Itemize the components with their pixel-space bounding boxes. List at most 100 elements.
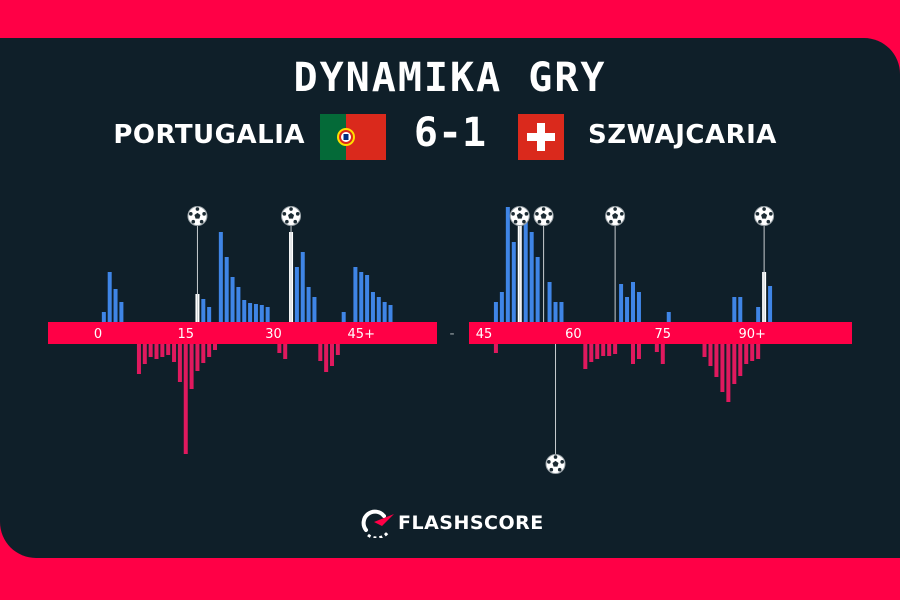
home-team-name: PORTUGALIA	[113, 120, 305, 150]
home-momentum-bar	[625, 297, 630, 322]
away-momentum-bar	[493, 344, 498, 353]
ball-outer-patch	[560, 460, 564, 464]
away-team-name: SZWAJCARIA	[588, 120, 777, 150]
away-momentum-bar	[654, 344, 659, 352]
away-momentum-bar	[183, 344, 188, 454]
axis-tick-label: 75	[655, 327, 672, 342]
home-momentum-bar	[353, 267, 358, 322]
ball-center-patch	[552, 460, 559, 467]
ball-outer-patch	[758, 219, 762, 224]
away-momentum-bar	[148, 344, 153, 357]
away-momentum-bar	[744, 344, 749, 364]
away-momentum-bar	[756, 344, 761, 359]
home-momentum-bar	[312, 297, 317, 322]
ball-icon	[281, 206, 302, 226]
ball-outer-patch	[188, 212, 193, 216]
home-momentum-bar	[529, 232, 534, 322]
home-momentum-bar	[107, 272, 112, 322]
home-momentum-bar	[113, 289, 118, 322]
axis-tick-label: 0	[94, 327, 102, 342]
ball-center-patch	[761, 212, 768, 219]
ball-center-patch	[612, 212, 619, 219]
home-momentum-bar	[101, 312, 106, 322]
axis-tick-label: 45+	[348, 327, 375, 342]
ball-outer-patch	[285, 219, 289, 224]
home-momentum-bar	[207, 307, 212, 322]
ball-outer-patch	[766, 219, 771, 224]
ball-outer-patch	[755, 212, 760, 216]
home-momentum-bar	[248, 303, 253, 322]
away-momentum-bar	[636, 344, 641, 359]
away-momentum-bar	[607, 344, 612, 356]
ball-outer-patch	[522, 219, 526, 224]
away-momentum-bar	[732, 344, 737, 384]
home-momentum-bar	[756, 307, 761, 322]
ball-outer-patch	[293, 219, 298, 224]
home-momentum-bar	[259, 305, 264, 322]
ball-outer-patch	[553, 455, 558, 459]
timeline-strip-half-1	[48, 322, 437, 344]
ball-icon	[509, 206, 530, 226]
away-momentum-bar	[613, 344, 618, 354]
ball-center-patch	[516, 212, 523, 219]
home-momentum-bar	[218, 232, 223, 322]
ball-outer-patch	[548, 212, 553, 216]
home-momentum-bar	[511, 242, 516, 322]
away-momentum-bar	[750, 344, 755, 361]
home-momentum-bar	[547, 282, 552, 322]
page-title: DYNAMIKA GRY	[293, 55, 607, 101]
home-momentum-bar	[365, 275, 370, 322]
away-momentum-bar	[277, 344, 282, 353]
away-momentum-bar	[720, 344, 725, 392]
home-momentum-bar	[119, 302, 124, 322]
home-momentum-bar	[738, 297, 743, 322]
ball-outer-patch	[557, 467, 562, 472]
home-momentum-bar	[535, 257, 540, 322]
ball-center-patch	[288, 212, 295, 219]
away-momentum-bar	[738, 344, 743, 376]
home-momentum-bar	[666, 312, 671, 322]
home-momentum-bar	[370, 292, 375, 322]
ball-outer-patch	[513, 219, 518, 224]
ball-outer-patch	[282, 212, 287, 216]
away-momentum-bar	[726, 344, 731, 402]
ball-outer-patch	[289, 207, 293, 211]
brand-name: FLASHSCORE	[398, 512, 544, 534]
ball-outer-patch	[202, 212, 206, 216]
axis-tick-label: 45	[476, 327, 493, 342]
away-momentum-bar	[177, 344, 182, 382]
top-brand-band	[0, 0, 900, 40]
ball-outer-patch	[619, 212, 624, 216]
ball-outer-patch	[541, 207, 546, 211]
away-momentum-bar	[195, 344, 200, 371]
home-momentum-bar	[265, 307, 270, 322]
home-momentum-bar	[300, 252, 305, 322]
ball-outer-patch	[517, 207, 522, 211]
home-momentum-bar	[382, 302, 387, 322]
away-momentum-bar	[324, 344, 329, 372]
away-momentum-bar	[172, 344, 177, 362]
home-momentum-bar	[631, 282, 635, 322]
ball-outer-patch	[295, 212, 300, 216]
away-momentum-bar	[136, 344, 141, 374]
home-momentum-bar	[341, 312, 346, 322]
ball-outer-patch	[545, 219, 550, 224]
away-momentum-bar	[702, 344, 707, 357]
away-momentum-bar	[207, 344, 212, 357]
home-momentum-bar	[505, 207, 510, 322]
away-momentum-bar	[154, 344, 159, 359]
ball-outer-patch	[537, 219, 542, 224]
home-momentum-bar	[236, 287, 241, 322]
away-momentum-bar	[335, 344, 340, 355]
home-momentum-bar	[768, 286, 773, 322]
home-momentum-bar	[523, 212, 528, 322]
home-momentum-bar	[294, 267, 299, 322]
away-momentum-bar	[601, 344, 606, 356]
timeline-strip-half-2	[469, 322, 852, 344]
half-separator: -	[449, 326, 454, 342]
content-panel	[0, 38, 900, 558]
away-momentum-bar	[589, 344, 594, 362]
away-momentum-bar	[166, 344, 171, 355]
away-momentum-bar	[595, 344, 600, 359]
